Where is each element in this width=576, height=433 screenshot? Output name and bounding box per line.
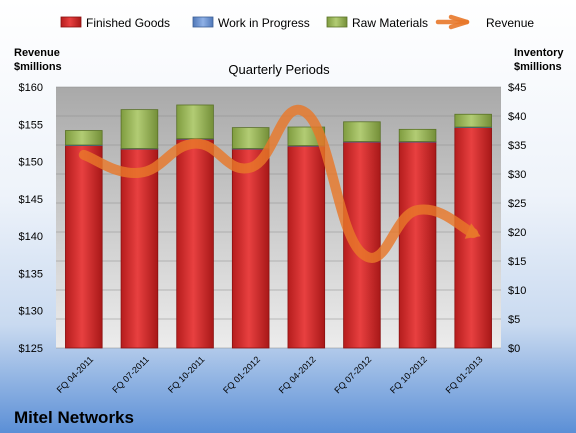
bar-raw-materials	[120, 109, 159, 149]
legend-label-work-in-progress: Work in Progress	[218, 16, 310, 30]
right-axis-ticks: $0 $5 $10 $15 $20 $25 $30 $35 $40 $45	[508, 82, 526, 355]
bar-raw-materials	[65, 130, 103, 146]
legend-label-raw-materials: Raw Materials	[352, 16, 428, 30]
right-tick-label: $20	[508, 227, 526, 239]
legend-label-finished-goods: Finished Goods	[86, 16, 170, 30]
right-tick-label: $25	[508, 198, 526, 210]
right-axis-title-line2: $millions	[514, 61, 562, 73]
right-tick-label: $30	[508, 169, 526, 181]
bar-raw-materials	[343, 121, 381, 142]
left-tick-label: $140	[19, 231, 43, 243]
bar-finished-goods	[65, 145, 103, 349]
bar-finished-goods	[176, 138, 214, 349]
category-label: FQ 04-2012	[277, 354, 318, 395]
left-axis-ticks: $125 $130 $135 $140 $145 $150 $155 $160	[19, 82, 43, 355]
left-axis-title-line2: $millions	[14, 61, 62, 73]
category-label: FQ 10-2012	[388, 354, 429, 395]
bar-raw-materials	[231, 127, 270, 149]
legend-swatch-finished-goods	[60, 16, 82, 28]
legend-label-revenue: Revenue	[486, 16, 534, 30]
category-label: FQ 10-2011	[166, 354, 207, 395]
bar-finished-goods	[231, 148, 270, 349]
bar-finished-goods	[287, 145, 326, 349]
left-axis-title-line1: Revenue	[14, 47, 60, 59]
right-tick-label: $40	[508, 111, 526, 123]
right-tick-label: $0	[508, 343, 520, 355]
revenue-arrowhead	[464, 223, 481, 239]
left-tick-label: $160	[19, 82, 43, 94]
category-label: FQ 01-2012	[221, 354, 262, 395]
bar-finished-goods	[398, 141, 437, 349]
bar-finished-goods	[343, 141, 381, 349]
bars	[65, 104, 492, 349]
right-tick-label: $15	[508, 256, 526, 268]
legend: Finished Goods Work in Progress Raw Mate…	[60, 14, 534, 30]
right-tick-label: $35	[508, 140, 526, 152]
right-axis-title-line1: Inventory	[514, 47, 564, 59]
category-label: FQ 07-2011	[110, 354, 151, 395]
left-tick-label: $125	[19, 343, 43, 355]
legend-swatch-raw-materials	[326, 16, 348, 28]
left-tick-label: $150	[19, 157, 43, 169]
bar-raw-materials	[398, 128, 437, 142]
left-tick-label: $130	[19, 306, 43, 318]
category-label: FQ 04-2011	[55, 354, 96, 395]
bar-finished-goods	[120, 148, 159, 349]
left-tick-label: $155	[19, 119, 43, 131]
right-tick-label: $5	[508, 314, 520, 326]
right-tick-label: $45	[508, 82, 526, 94]
plot-subtitle: Quarterly Periods	[228, 62, 330, 77]
category-label: FQ 01-2013	[444, 354, 485, 395]
revenue-line-group	[78, 105, 481, 263]
category-label: FQ 07-2012	[332, 354, 373, 395]
left-tick-label: $135	[19, 268, 43, 280]
left-tick-label: $145	[19, 194, 43, 206]
company-name: Mitel Networks	[14, 408, 134, 427]
right-tick-label: $10	[508, 285, 526, 297]
bar-raw-materials	[454, 113, 492, 128]
legend-swatch-work-in-progress	[192, 16, 214, 28]
revenue-line	[78, 105, 479, 263]
category-labels: FQ 04-2011 FQ 07-2011 FQ 10-2011 FQ 01-2012…	[55, 354, 485, 395]
bar-raw-materials	[176, 104, 214, 140]
